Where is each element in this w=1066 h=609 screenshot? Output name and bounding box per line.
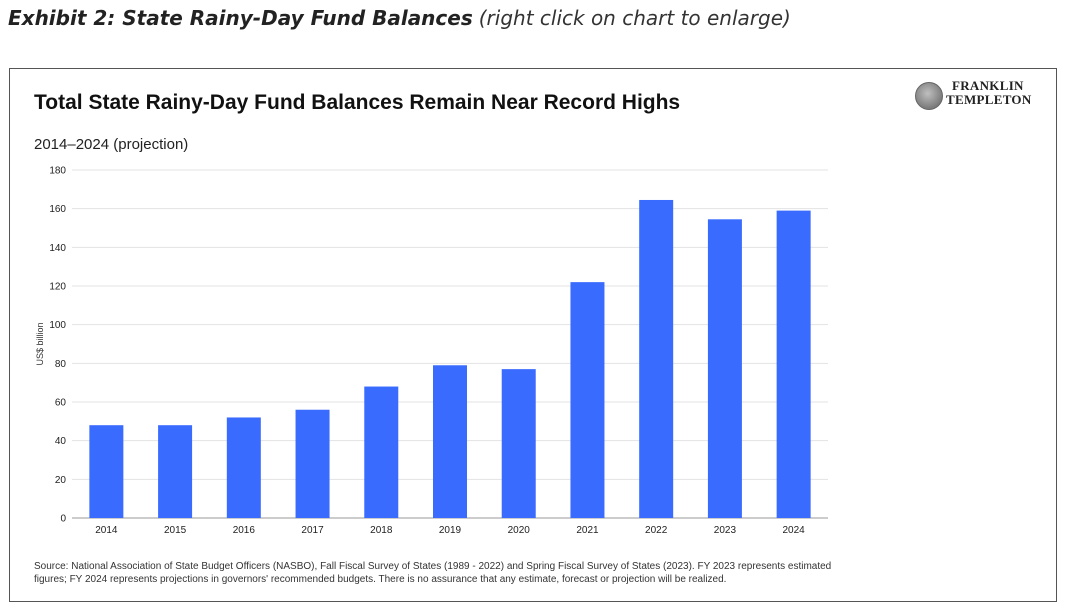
franklin-seal-icon: [915, 82, 943, 110]
logo-line-1: FRANKLIN: [952, 78, 1024, 93]
logo-line-2: TEMPLETON: [946, 92, 1032, 107]
y-tick-labels: 0 20 40 60 80 100 120 140 160 180: [49, 166, 66, 525]
y-tick-label: 120: [49, 282, 66, 293]
bar-2022: [639, 199, 674, 518]
bar-2023: [707, 219, 742, 519]
x-tick-label: 2014: [95, 525, 118, 536]
x-tick-label: 2022: [645, 525, 668, 536]
y-tick-label: 180: [49, 166, 66, 177]
y-tick-label: 20: [55, 475, 67, 486]
source-note: Source: National Association of State Bu…: [34, 561, 832, 585]
x-tick-label: 2020: [508, 525, 531, 536]
exhibit-title: Exhibit 2: State Rainy-Day Fund Balances…: [8, 6, 791, 30]
exhibit-note[interactable]: (right click on chart to enlarge): [478, 6, 791, 30]
x-tick-label: 2018: [370, 525, 393, 536]
y-tick-label: 80: [55, 359, 67, 370]
bars: [89, 199, 811, 519]
x-tick-label: 2016: [233, 525, 256, 536]
x-tick-label: 2017: [301, 525, 324, 536]
y-tick-label: 160: [49, 204, 66, 215]
bar-2015: [158, 425, 193, 518]
chart-subtitle: 2014–2024 (projection): [34, 136, 189, 153]
y-tick-label: 60: [55, 398, 67, 409]
bar-2016: [226, 417, 261, 518]
exhibit-title-text: Exhibit 2: State Rainy-Day Fund Balances: [8, 6, 473, 30]
bar-2014: [89, 425, 124, 518]
x-tick-label: 2019: [439, 525, 462, 536]
bar-2018: [364, 386, 399, 518]
y-tick-label: 40: [55, 436, 67, 447]
chart-title: Total State Rainy-Day Fund Balances Rema…: [34, 91, 681, 114]
bar-2020: [501, 369, 536, 518]
bar-2019: [433, 365, 467, 518]
y-axis-label: US$ billion: [35, 322, 45, 365]
y-tick-label: 140: [49, 243, 66, 254]
x-tick-labels: 2014 2015 2016 2017 2018 2019 2020 2021 2022 2023…: [95, 525, 805, 536]
x-tick-label: 2023: [714, 525, 737, 536]
x-tick-label: 2024: [783, 525, 806, 536]
bar-2021: [570, 282, 605, 518]
logo-text: FRANKLIN TEMPLETON: [946, 79, 1032, 107]
y-tick-label: 100: [49, 320, 66, 331]
y-tick-label: 0: [60, 514, 66, 525]
franklin-templeton-logo: FRANKLIN TEMPLETON: [915, 79, 1045, 113]
x-tick-label: 2021: [576, 525, 599, 536]
bar-2024: [776, 210, 811, 518]
chart-frame[interactable]: Total State Rainy-Day Fund Balances Rema…: [9, 68, 1057, 602]
bar-2017: [295, 409, 330, 518]
x-tick-label: 2015: [164, 525, 187, 536]
